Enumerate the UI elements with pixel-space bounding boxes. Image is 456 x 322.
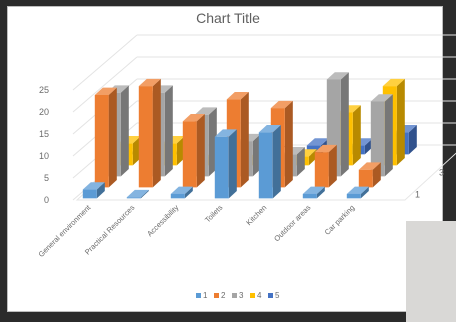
bar-side (164, 85, 173, 177)
legend-label: 2 (221, 291, 226, 300)
bar (82, 189, 97, 199)
bar-side (140, 189, 149, 199)
legend-swatch (268, 293, 273, 298)
bar-top (346, 186, 369, 194)
legend-swatch (232, 293, 237, 298)
bar-side (108, 87, 117, 188)
bar-top (370, 94, 393, 102)
bar (346, 193, 361, 199)
legend-label: 4 (257, 291, 262, 300)
depth-label: 3 (439, 168, 444, 178)
category-label: Practical Resources (83, 203, 137, 257)
bar-top (258, 125, 281, 133)
bar-side (120, 85, 129, 177)
bar (258, 132, 273, 199)
bar-top (326, 72, 349, 80)
bar-side (328, 144, 337, 188)
bar (182, 121, 197, 188)
bar-side (316, 186, 325, 199)
bar-side (96, 182, 105, 199)
category-label: Accessibility (145, 203, 180, 238)
side-gridline (72, 56, 138, 113)
overlay-panel (406, 221, 456, 322)
bar-top (226, 92, 249, 100)
bar-side (228, 129, 237, 199)
side-gridline (72, 34, 138, 91)
y-tick-label: 25 (39, 85, 49, 95)
bar-top (358, 162, 381, 170)
legend-label: 3 (239, 291, 244, 300)
bar-top (214, 129, 237, 137)
bar-side (284, 100, 293, 188)
bar (138, 86, 153, 188)
bar-top (382, 78, 405, 87)
bar-side (396, 78, 405, 166)
y-tick-label: 0 (44, 195, 49, 205)
bar-top (306, 138, 329, 146)
category-label: Kitchen (244, 203, 268, 227)
bar-top (126, 189, 149, 198)
y-tick-label: 20 (39, 107, 49, 117)
depth-label: 1 (415, 190, 420, 200)
bar-side (296, 147, 305, 177)
category-label: Toilets (203, 203, 225, 225)
chart-title: Chart Title (196, 10, 260, 26)
bar-side (408, 125, 417, 155)
bar-top (314, 144, 337, 153)
category-label: Car parking (323, 203, 357, 237)
legend-label: 1 (203, 291, 208, 300)
bar-side (272, 125, 281, 199)
bar-side (152, 78, 161, 188)
bar-top (270, 100, 293, 109)
bar-side (384, 94, 393, 177)
y-tick-label: 15 (39, 129, 49, 139)
bar-top (194, 107, 217, 115)
bar-side (352, 105, 361, 166)
bar-top (94, 87, 117, 95)
bar-top (302, 186, 325, 194)
bar (302, 193, 317, 199)
bar-side (360, 186, 369, 199)
bar-top (170, 186, 193, 194)
y-tick-label: 10 (39, 151, 49, 161)
bar-side (196, 114, 205, 188)
bar (370, 101, 385, 177)
bar-side (240, 92, 249, 188)
bar (170, 193, 185, 199)
bar-side (340, 72, 349, 177)
bar-side (372, 162, 381, 188)
legend-swatch (196, 293, 201, 298)
bar-top (82, 182, 105, 190)
legend-swatch (250, 293, 255, 298)
bar (94, 94, 109, 188)
bar-top (182, 114, 205, 122)
bar (314, 152, 329, 188)
legend-swatch (214, 293, 219, 298)
bar (358, 169, 373, 188)
category-label: Outdoor areas (272, 203, 312, 243)
bar-side (184, 186, 193, 199)
bar-top (138, 78, 161, 87)
bar (126, 197, 141, 199)
bar (214, 136, 229, 199)
legend-label: 5 (275, 291, 280, 300)
y-tick-label: 5 (44, 173, 49, 183)
